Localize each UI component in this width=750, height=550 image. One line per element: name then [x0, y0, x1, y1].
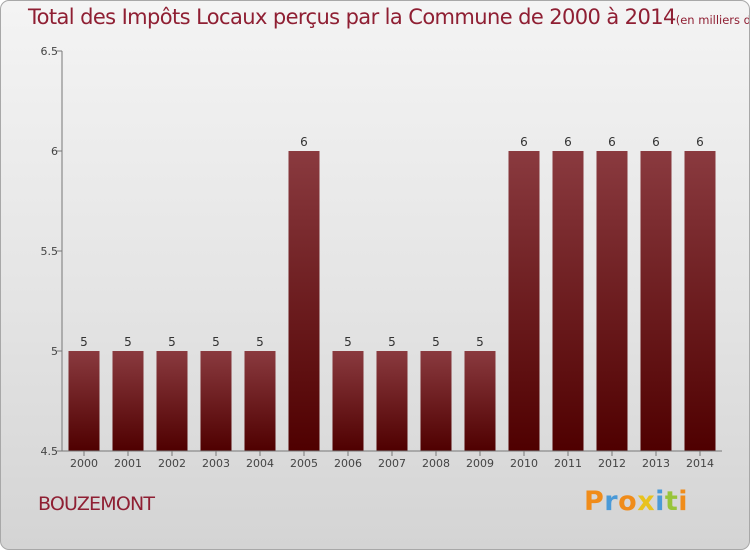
y-tick-label: 6.5: [41, 45, 59, 58]
data-label-2002: 5: [168, 335, 176, 349]
data-label-2013: 6: [652, 135, 660, 149]
logo-letter: x: [637, 486, 656, 517]
x-tick-label: 2001: [114, 457, 142, 470]
data-label-2009: 5: [476, 335, 484, 349]
bar-2005: [288, 151, 320, 451]
y-axis: 4.5 5 5.5 6 6.5: [41, 45, 63, 458]
x-tick-label: 2003: [202, 457, 230, 470]
bar-2008: [420, 351, 452, 451]
data-label-2010: 6: [520, 135, 528, 149]
bar-2014: [684, 151, 716, 451]
x-tick-label: 2004: [246, 457, 274, 470]
chart-title: Total des Impôts Locaux perçus par la Co…: [28, 5, 749, 29]
proxiti-logo: Proxiti: [584, 486, 688, 517]
chart-unit: (en milliers d'€): [675, 13, 749, 27]
x-axis: 2000 2001 2002 2003 2004 2005 2006 2007 2008 2009…: [62, 450, 722, 470]
bar-2012: [596, 151, 628, 451]
bar-2004: [244, 351, 276, 451]
logo-letter: i: [655, 486, 665, 517]
chart-title-text: Total des Impôts Locaux perçus par la Co…: [28, 5, 676, 29]
x-tick-label: 2008: [422, 457, 450, 470]
data-label-2004: 5: [256, 335, 264, 349]
x-tick-label: 2009: [466, 457, 494, 470]
logo-letter: t: [664, 486, 679, 517]
x-tick-label: 2005: [290, 457, 318, 470]
x-tick-label: 2007: [378, 457, 406, 470]
x-tick-label: 2002: [158, 457, 186, 470]
bar-2002: [156, 351, 188, 451]
bar-2011: [552, 151, 584, 451]
commune-name: BOUZEMONT: [38, 493, 155, 515]
y-tick-label: 6: [51, 145, 58, 158]
bar-2003: [200, 351, 232, 451]
x-tick-label: 2013: [642, 457, 670, 470]
x-tick-label: 2000: [70, 457, 98, 470]
logo-letter: r: [604, 486, 619, 517]
data-label-2007: 5: [388, 335, 396, 349]
bar-2013: [640, 151, 672, 451]
x-tick-label: 2006: [334, 457, 362, 470]
data-label-2000: 5: [80, 335, 88, 349]
data-label-2005: 6: [300, 135, 308, 149]
x-tick-label: 2010: [510, 457, 538, 470]
x-tick-label: 2012: [598, 457, 626, 470]
bar-2006: [332, 351, 364, 451]
y-tick-label: 5.5: [41, 245, 59, 258]
bar-2010: [508, 151, 540, 451]
data-label-2001: 5: [124, 335, 132, 349]
bar-2000: [68, 351, 100, 451]
logo-letter: i: [678, 486, 689, 517]
logo-letter: o: [618, 486, 638, 517]
x-tick-label: 2011: [554, 457, 582, 470]
data-label-2014: 6: [696, 135, 704, 149]
y-tick-label: 4.5: [41, 445, 59, 458]
bar-2001: [112, 351, 144, 451]
x-tick-label: 2014: [686, 457, 714, 470]
data-label-2006: 5: [344, 335, 352, 349]
bar-2007: [376, 351, 408, 451]
data-label-2011: 6: [564, 135, 572, 149]
data-label-2008: 5: [432, 335, 440, 349]
y-tick-label: 5: [51, 345, 58, 358]
data-label-2003: 5: [212, 335, 220, 349]
logo-letter: P: [584, 486, 605, 517]
bar-2009: [464, 351, 496, 451]
data-label-2012: 6: [608, 135, 616, 149]
bars-group: 5 5 5 5 5 6 5 5 5 5 6 6 6 6 6: [68, 135, 716, 451]
